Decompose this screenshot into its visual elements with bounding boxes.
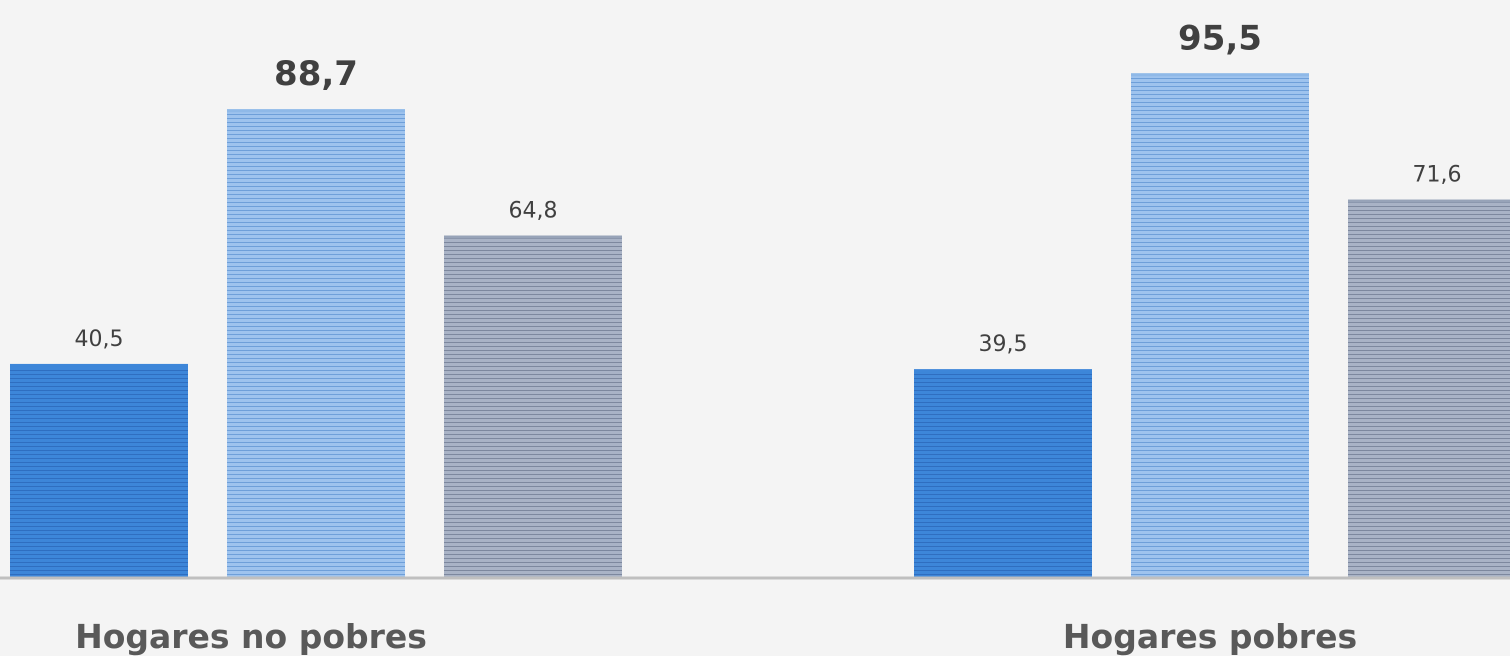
bar-top-edge: [227, 109, 405, 113]
bar-series3-cat2: [1348, 199, 1510, 578]
category-label: Hogares pobres: [1063, 617, 1357, 656]
value-label: 95,5: [1178, 18, 1262, 58]
value-label: 39,5: [979, 332, 1028, 357]
value-label: 88,7: [274, 54, 358, 94]
category-label: Hogares no pobres: [75, 617, 427, 656]
bar-top-edge: [1131, 73, 1309, 77]
bar-series1-cat1: [10, 363, 188, 578]
bar-top-edge: [10, 363, 188, 367]
bar-top-edge: [1348, 199, 1510, 203]
bar-series2-cat1: [227, 109, 405, 579]
bar-top-edge: [914, 369, 1092, 373]
value-label: 64,8: [509, 199, 558, 224]
bar-series1-cat2: [914, 369, 1092, 578]
value-label: 71,6: [1413, 163, 1462, 188]
value-label: 40,5: [75, 327, 124, 352]
bar-series2-cat2: [1131, 73, 1309, 578]
bar-top-edge: [444, 235, 622, 239]
bar-series3-cat1: [444, 235, 622, 579]
